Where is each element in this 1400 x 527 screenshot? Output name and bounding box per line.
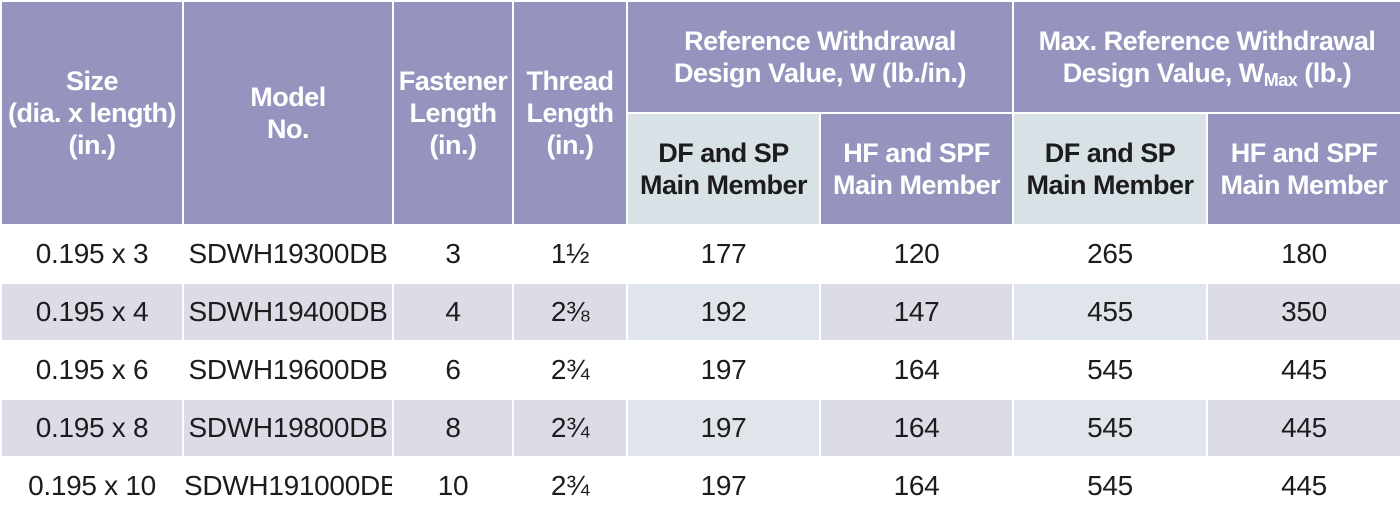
header-max-reference-withdrawal: Max. Reference Withdrawal Design Value, …: [1012, 0, 1400, 114]
cell-w-hf-spf: 164: [819, 340, 1014, 400]
cell-fastener-length: 4: [392, 282, 514, 342]
table-row: 0.195 x 3 SDWH19300DB 3 1½ 177 120 265 1…: [0, 224, 1400, 284]
cell-model: SDWH19300DB: [182, 224, 394, 284]
cell-w-df-sp: 177: [626, 224, 821, 284]
cell-fastener-length: 10: [392, 456, 514, 516]
table-row: 0.195 x 4 SDWH19400DB 4 2⅜ 192 147 455 3…: [0, 282, 1400, 342]
subheader-wmax-df-sp: DF and SP Main Member: [1012, 112, 1208, 226]
cell-w-hf-spf: 164: [819, 456, 1014, 516]
cell-size: 0.195 x 6: [0, 340, 184, 400]
cell-model: SDWH19400DB: [182, 282, 394, 342]
header-reference-withdrawal: Reference Withdrawal Design Value, W (lb…: [626, 0, 1014, 114]
cell-thread-length: 2¾: [512, 456, 628, 516]
cell-model: SDWH191000DB: [182, 456, 394, 516]
cell-w-hf-spf: 120: [819, 224, 1014, 284]
subheader-w-df-sp: DF and SP Main Member: [626, 112, 821, 226]
cell-size: 0.195 x 4: [0, 282, 184, 342]
cell-fastener-length: 8: [392, 398, 514, 458]
cell-wmax-hf-spf: 445: [1206, 456, 1400, 516]
cell-size: 0.195 x 3: [0, 224, 184, 284]
cell-wmax-df-sp: 545: [1012, 340, 1208, 400]
cell-thread-length: 2¾: [512, 340, 628, 400]
cell-wmax-hf-spf: 350: [1206, 282, 1400, 342]
table-row: 0.195 x 8 SDWH19800DB 8 2¾ 197 164 545 4…: [0, 398, 1400, 458]
cell-wmax-df-sp: 545: [1012, 456, 1208, 516]
cell-fastener-length: 3: [392, 224, 514, 284]
cell-wmax-df-sp: 455: [1012, 282, 1208, 342]
cell-wmax-hf-spf: 180: [1206, 224, 1400, 284]
header-size: Size (dia. x length) (in.): [0, 0, 184, 226]
table-row: 0.195 x 10 SDWH191000DB 10 2¾ 197 164 54…: [0, 456, 1400, 516]
cell-w-df-sp: 197: [626, 398, 821, 458]
table-row: 0.195 x 6 SDWH19600DB 6 2¾ 197 164 545 4…: [0, 340, 1400, 400]
cell-model: SDWH19600DB: [182, 340, 394, 400]
cell-w-df-sp: 192: [626, 282, 821, 342]
header-fastener-length: Fastener Length (in.): [392, 0, 514, 226]
cell-wmax-df-sp: 265: [1012, 224, 1208, 284]
cell-model: SDWH19800DB: [182, 398, 394, 458]
cell-w-hf-spf: 164: [819, 398, 1014, 458]
cell-thread-length: 1½: [512, 224, 628, 284]
header-model: Model No.: [182, 0, 394, 226]
subheader-wmax-hf-spf: HF and SPF Main Member: [1206, 112, 1400, 226]
cell-w-df-sp: 197: [626, 456, 821, 516]
cell-wmax-hf-spf: 445: [1206, 398, 1400, 458]
cell-fastener-length: 6: [392, 340, 514, 400]
cell-w-df-sp: 197: [626, 340, 821, 400]
cell-thread-length: 2¾: [512, 398, 628, 458]
cell-wmax-df-sp: 545: [1012, 398, 1208, 458]
cell-wmax-hf-spf: 445: [1206, 340, 1400, 400]
header-thread-length: Thread Length (in.): [512, 0, 628, 226]
max-withdrawal-line2: Design Value, WMax (lb.): [1062, 58, 1352, 90]
subheader-w-hf-spf: HF and SPF Main Member: [819, 112, 1014, 226]
cell-size: 0.195 x 10: [0, 456, 184, 516]
cell-w-hf-spf: 147: [819, 282, 1014, 342]
cell-thread-length: 2⅜: [512, 282, 628, 342]
cell-size: 0.195 x 8: [0, 398, 184, 458]
withdrawal-design-table: Size (dia. x length) (in.) Model No. Fas…: [0, 0, 1400, 516]
